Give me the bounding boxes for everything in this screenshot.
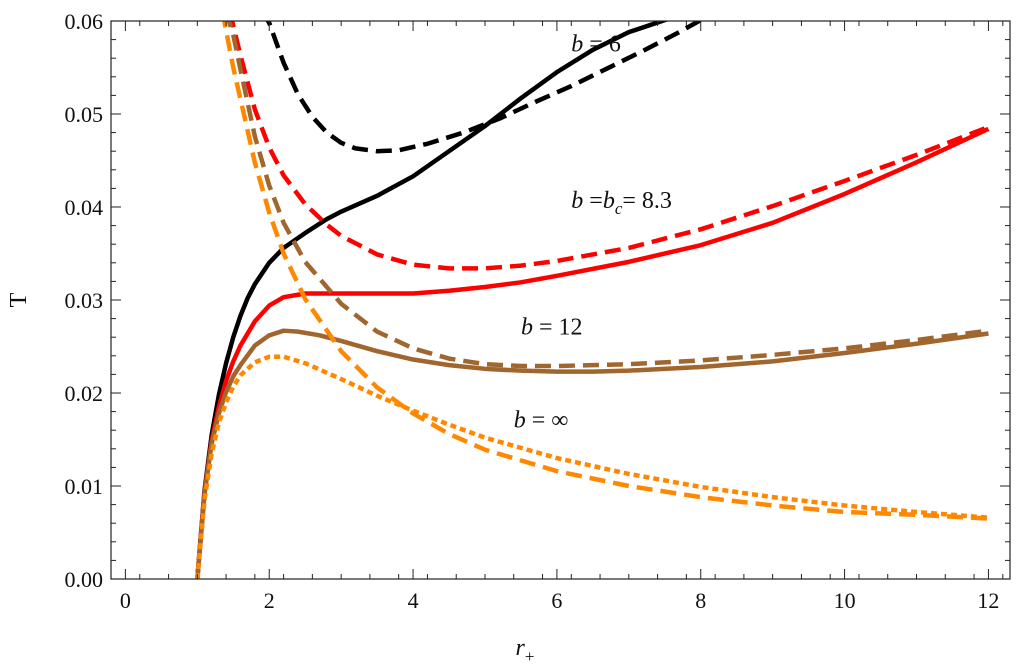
x-tick-label: 8 [695,588,706,613]
ticks-layer: 0 2 4 6 8 10 12 0.00 0.01 0.02 0.03 0.04 0.05 0.06 [65,9,1010,613]
series-6-dashed-line [226,21,989,369]
x-tick-label: 12 [977,588,999,613]
series-layer [195,21,990,579]
series-1-solid-line [195,21,670,579]
x-tick-label: 2 [264,588,275,613]
y-tick-label: 0.03 [65,288,104,313]
annotation-2: b =bc= 8.3 [571,188,672,218]
x-axis-label-sub: + [525,647,535,666]
y-tick-label: 0.06 [65,9,104,34]
y-tick-label: 0.04 [65,195,104,220]
x-tick-label: 0 [120,588,131,613]
x-tick-label: 4 [408,588,419,613]
annotations-layer: b = 6 b =bc= 8.3 b = 12 b = ∞ [514,32,672,434]
series-2-dashed-line [265,21,702,154]
series-7-dashed-line [221,21,989,521]
x-tick-label: 10 [834,588,856,613]
x-axis-label: r+ [516,635,535,666]
x-axis-label-main: r [516,635,526,661]
series-4-dashed-line [229,21,990,271]
series-3-solid-line [195,126,990,579]
y-axis-label: T [6,292,32,307]
y-tick-label: 0.01 [65,474,104,499]
annotation-4: b = ∞ [514,407,569,433]
y-tick-label: 0.05 [65,102,104,127]
x-tick-label: 6 [551,588,562,613]
series-8-dotted-line [195,354,989,579]
annotation-1: b = 6 [571,32,621,58]
series-5-solid-line [195,328,989,579]
y-tick-label: 0.02 [65,381,104,406]
y-tick-label: 0.00 [65,567,104,592]
annotation-3: b = 12 [521,314,583,340]
